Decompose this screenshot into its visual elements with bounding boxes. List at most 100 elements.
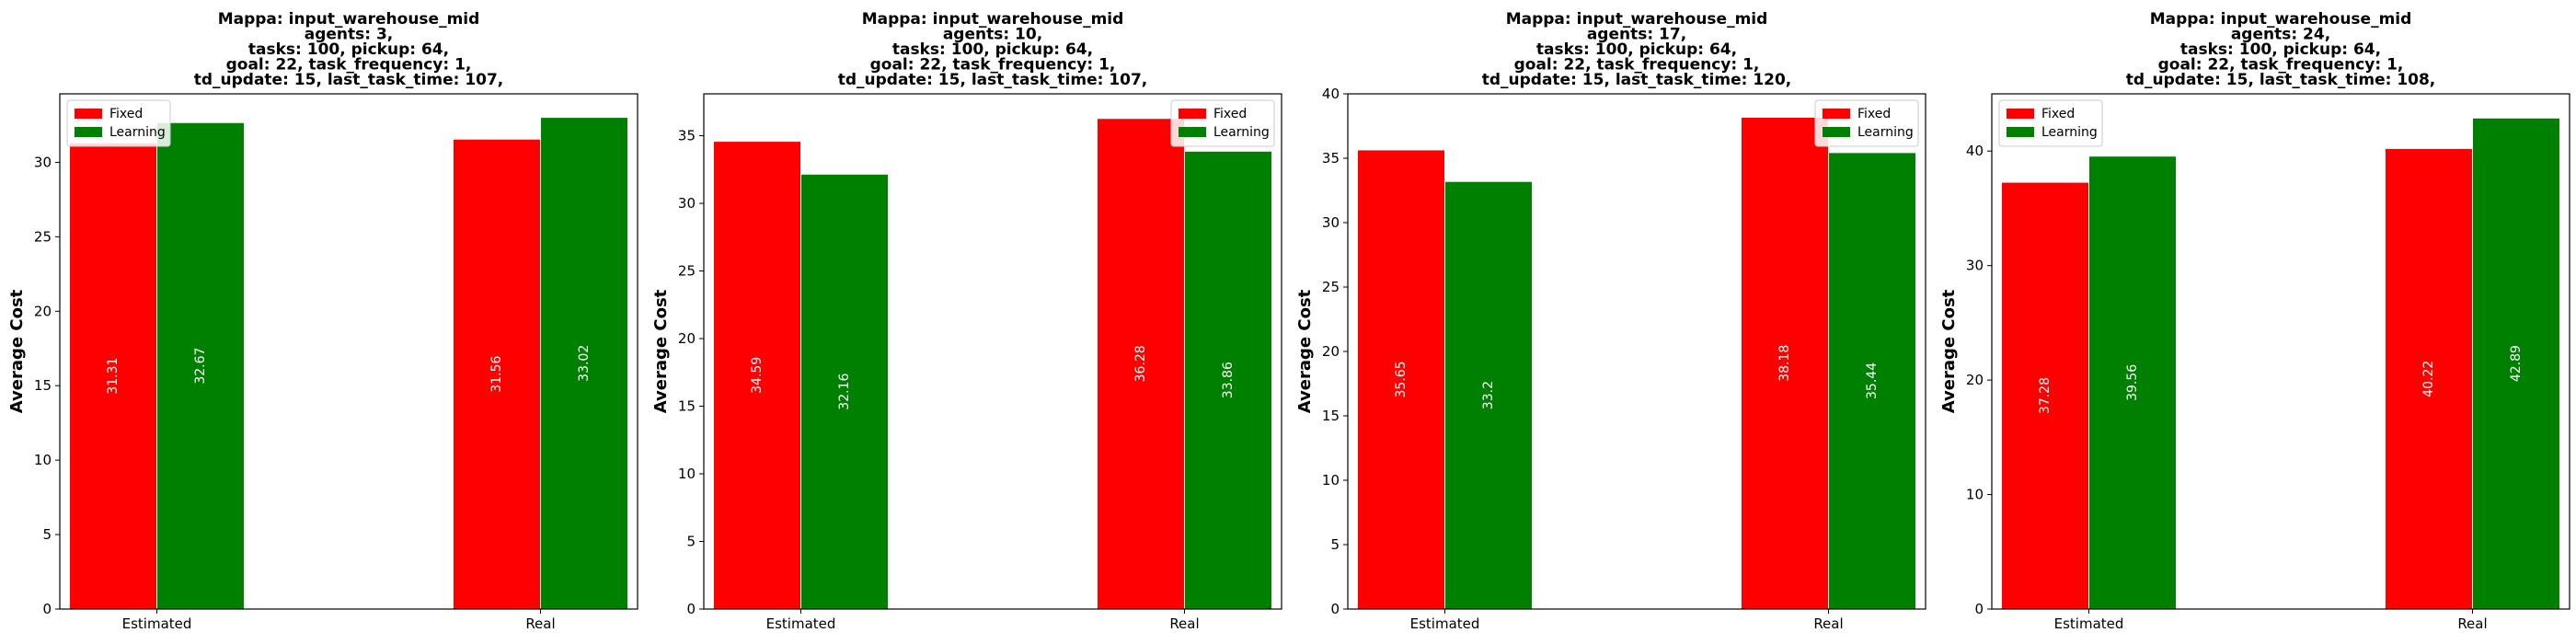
y-tick-label: 5 [686, 534, 696, 550]
bar-fixed-estimated [1357, 149, 1446, 610]
bar-value-label: 32.67 [193, 348, 208, 385]
y-tick-label: 10 [34, 452, 52, 468]
y-tick-label: 20 [1322, 343, 1340, 360]
y-tick-label: 0 [686, 601, 696, 617]
chart-title-line: tasks: 100, pickup: 64, [2180, 40, 2381, 59]
bar-value-label: 33.2 [1481, 381, 1496, 409]
chart-title-line: goal: 22, task_frequency: 1, [226, 56, 472, 75]
chart-title-line: Mappa: input_warehouse_mid [218, 10, 480, 29]
y-tick-label: 15 [1322, 408, 1340, 424]
bar-value-label: 35.44 [1865, 362, 1880, 399]
bar-value-label: 35.65 [1394, 361, 1409, 397]
chart-panel-4: Mappa: input_warehouse_mid agents: 24, tas… [1932, 0, 2576, 644]
y-tick-label: 35 [678, 128, 696, 144]
chart-title-line: Mappa: input_warehouse_mid [862, 10, 1124, 29]
legend: Fixed Learning [1814, 99, 1919, 147]
y-tick-label: 40 [1322, 86, 1340, 102]
legend: Fixed Learning [66, 99, 171, 147]
bar-learning-estimated [2088, 155, 2178, 610]
bar-learning-real [539, 117, 628, 610]
plot-frame [1347, 93, 1926, 610]
bar-learning-estimated [800, 173, 890, 610]
chart-title-line: Mappa: input_warehouse_mid [1506, 10, 1768, 29]
chart-panel-2: Mappa: input_warehouse_mid agents: 10, tas… [644, 0, 1288, 644]
y-axis-label: Average Cost [7, 289, 27, 413]
legend-swatch-learning [1179, 127, 1206, 137]
plot-frame [59, 93, 638, 610]
y-axis-label: Average Cost [651, 289, 671, 413]
y-tick-label: 10 [1966, 487, 1984, 503]
bar-fixed-real [2384, 147, 2473, 610]
x-tick-label: Estimated [766, 615, 836, 632]
y-tick-label: 0 [1974, 601, 1984, 617]
x-tick-label: Estimated [1410, 615, 1480, 632]
bar-fixed-real [452, 138, 541, 610]
chart-title-line: agents: 3, [305, 26, 394, 44]
legend-label-learning: Learning [2041, 125, 2098, 140]
x-tick-label: Real [2457, 615, 2487, 632]
chart-title-line: goal: 22, task_frequency: 1, [870, 56, 1116, 75]
bar-fixed-estimated [2001, 181, 2090, 610]
plot-frame [1991, 93, 2570, 610]
x-tick-label: Real [1169, 615, 1199, 632]
y-tick-label: 40 [1966, 143, 1984, 159]
bar-value-label: 36.28 [1133, 345, 1148, 382]
y-tick-label: 5 [42, 526, 52, 543]
y-tick-label: 30 [1966, 258, 1984, 274]
legend-label-fixed: Fixed [1857, 107, 1891, 121]
bar-value-label: 42.89 [2509, 345, 2524, 382]
y-tick-label: 10 [678, 466, 696, 482]
bar-learning-real [1827, 152, 1916, 610]
bar-value-label: 38.18 [1777, 345, 1792, 382]
y-tick-label: 5 [1330, 536, 1340, 553]
y-tick-label: 25 [678, 263, 696, 280]
chart-title-line: tasks: 100, pickup: 64, [892, 40, 1093, 59]
bar-fixed-real [1096, 118, 1185, 610]
bar-value-label: 40.22 [2421, 361, 2436, 397]
y-tick-label: 0 [1330, 601, 1340, 617]
y-tick-label: 15 [34, 377, 52, 394]
x-tick-label: Estimated [2054, 615, 2124, 632]
chart-title-line: td_update: 15, last_task_time: 120, [1482, 71, 1792, 89]
bar-value-label: 37.28 [2038, 377, 2053, 414]
bar-learning-real [1183, 150, 1272, 610]
x-tick-label: Estimated [122, 615, 192, 632]
chart-title-line: Mappa: input_warehouse_mid [2150, 10, 2412, 29]
chart-title-line: goal: 22, task_frequency: 1, [2158, 56, 2404, 75]
legend-swatch-fixed [75, 109, 102, 119]
legend-label-learning: Learning [1857, 125, 1914, 140]
y-tick-label: 20 [1966, 372, 1984, 388]
y-axis-label: Average Cost [1939, 289, 1959, 413]
y-tick-label: 30 [34, 154, 52, 170]
bar-value-label: 33.02 [577, 345, 592, 382]
plot-frame [703, 93, 1282, 610]
legend-swatch-learning [2007, 127, 2034, 137]
y-tick-label: 30 [678, 195, 696, 212]
chart-panel-1: Mappa: input_warehouse_mid agents: 3, task… [0, 0, 644, 644]
y-tick-label: 15 [678, 398, 696, 415]
legend-label-fixed: Fixed [1213, 107, 1247, 121]
y-tick-label: 35 [1322, 150, 1340, 167]
legend-swatch-fixed [2007, 109, 2034, 119]
chart-title-line: agents: 10, [943, 26, 1042, 44]
y-tick-label: 30 [1322, 214, 1340, 231]
bar-value-label: 32.16 [837, 374, 852, 410]
y-tick-label: 25 [1322, 279, 1340, 295]
legend-swatch-learning [1823, 127, 1850, 137]
y-tick-label: 25 [34, 228, 52, 245]
bar-value-label: 33.86 [1221, 362, 1236, 398]
y-tick-label: 20 [678, 330, 696, 347]
bar-fixed-estimated [713, 141, 802, 610]
bar-value-label: 31.31 [106, 358, 121, 395]
chart-title-line: td_update: 15, last_task_time: 107, [194, 71, 504, 89]
x-tick-label: Real [525, 615, 555, 632]
chart-title-line: td_update: 15, last_task_time: 107, [838, 71, 1148, 89]
legend-label-fixed: Fixed [2041, 107, 2075, 121]
bar-fixed-real [1740, 116, 1829, 610]
x-tick-label: Real [1813, 615, 1843, 632]
bar-learning-estimated [156, 121, 246, 610]
